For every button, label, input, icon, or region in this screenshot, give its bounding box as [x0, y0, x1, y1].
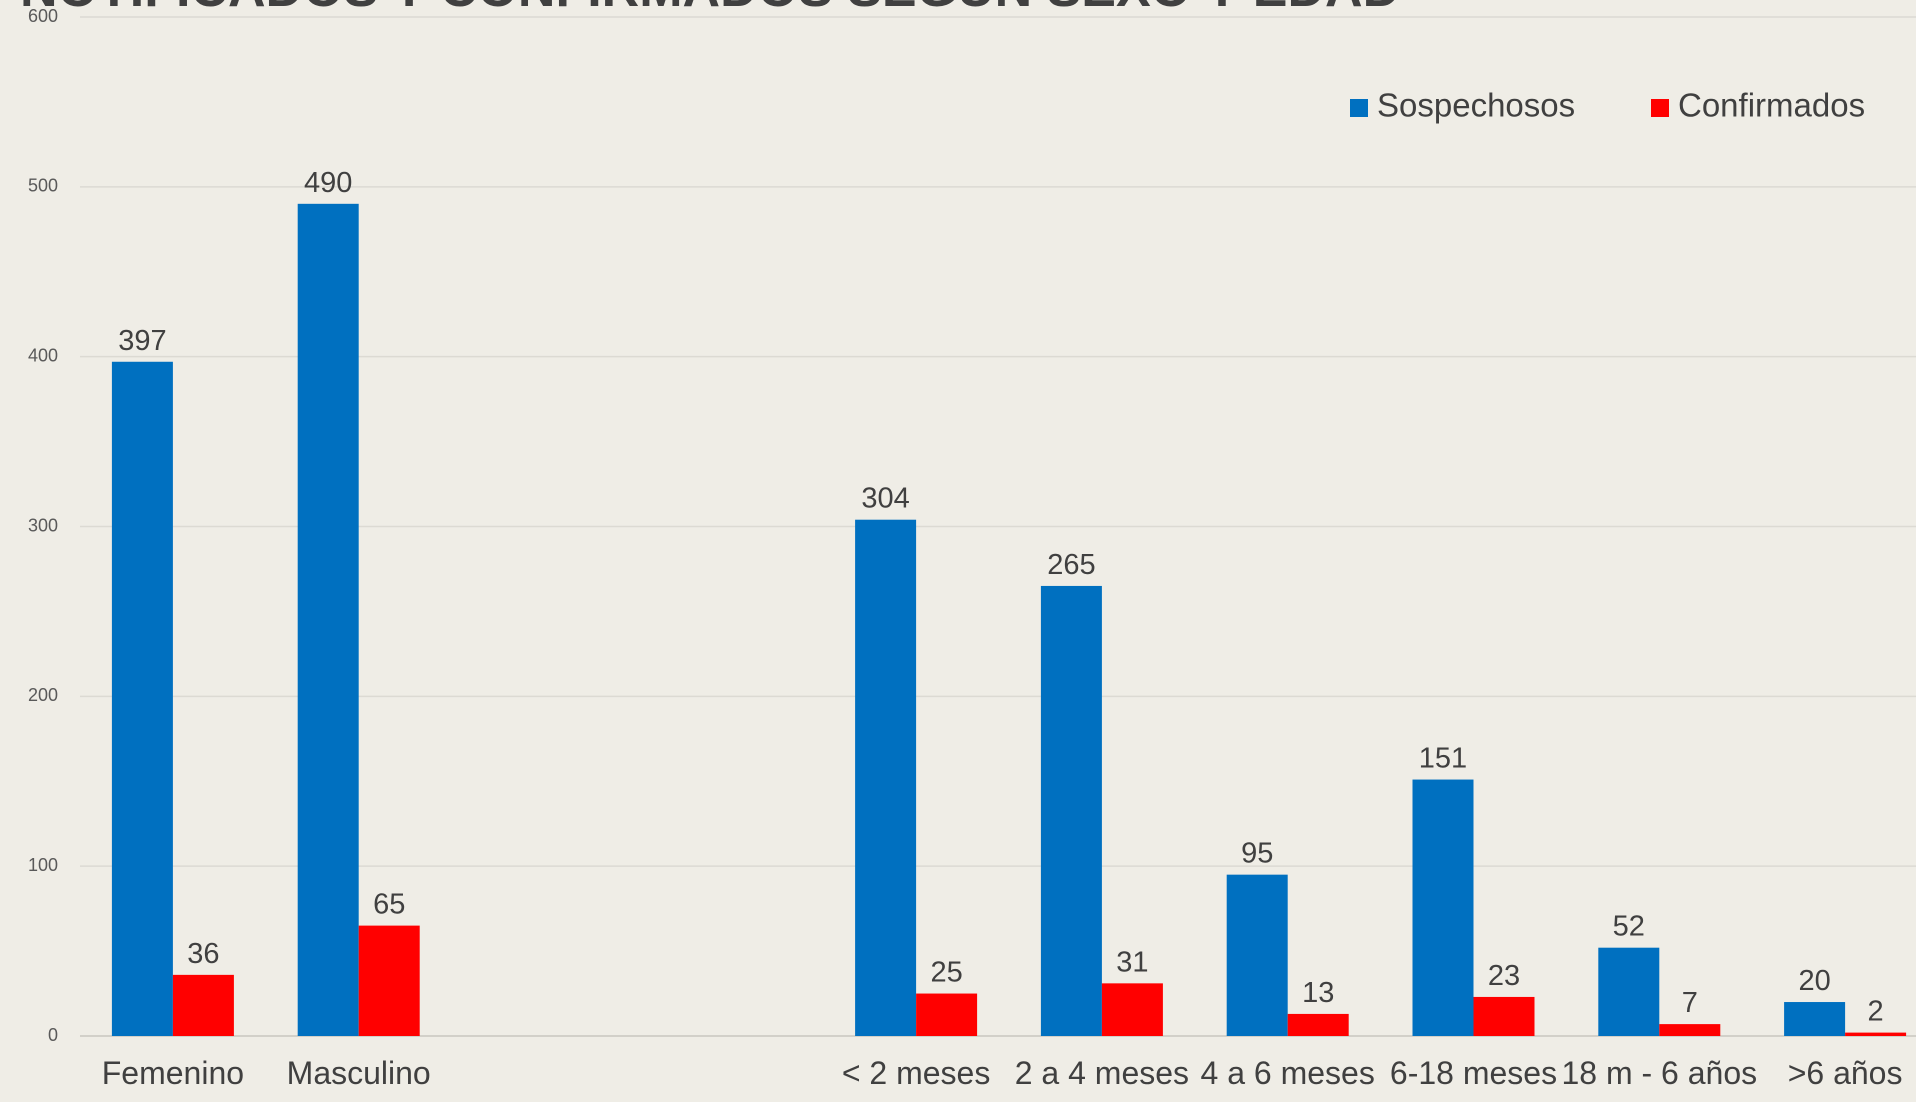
bar: [1598, 947, 1660, 1036]
y-tick-label: 500: [28, 176, 58, 196]
value-label: 23: [1488, 960, 1520, 992]
value-label: 20: [1798, 965, 1830, 997]
value-label: 31: [1116, 946, 1148, 978]
bar: [1287, 1013, 1349, 1036]
y-tick-label: 400: [28, 345, 58, 365]
legend-swatch: [1350, 99, 1368, 117]
bar: [358, 925, 420, 1036]
bar: [111, 361, 173, 1036]
y-tick-label: 200: [28, 685, 58, 705]
x-tick-label: < 2 meses: [842, 1055, 991, 1091]
value-label: 151: [1419, 743, 1467, 775]
bar: [855, 519, 917, 1036]
value-label: 304: [861, 483, 909, 515]
value-label: 52: [1613, 911, 1645, 943]
y-tick-label: 300: [28, 515, 58, 535]
x-tick-label: 18 m - 6 años: [1561, 1055, 1757, 1091]
legend-swatch: [1651, 99, 1669, 117]
bar: [1845, 1032, 1907, 1036]
value-label: 36: [187, 938, 219, 970]
legend-label: Sospechosos: [1377, 87, 1575, 124]
value-label: 13: [1302, 977, 1334, 1009]
x-tick-label: 2 a 4 meses: [1015, 1055, 1189, 1091]
y-tick-label: 0: [48, 1025, 58, 1045]
x-tick-label: Femenino: [102, 1055, 244, 1091]
x-tick-label: 4 a 6 meses: [1201, 1055, 1375, 1091]
bar: [1412, 779, 1474, 1036]
value-label: 2: [1868, 996, 1884, 1028]
bar: [1040, 585, 1102, 1036]
value-label: 490: [304, 167, 352, 199]
y-tick-label: 100: [28, 855, 58, 875]
bar: [1101, 983, 1163, 1036]
value-label: 65: [373, 889, 405, 921]
bar: [172, 974, 234, 1036]
y-tick-label: 600: [28, 6, 58, 26]
x-tick-label: Masculino: [287, 1055, 431, 1091]
value-label: 397: [118, 325, 166, 357]
x-tick-label: 6-18 meses: [1390, 1055, 1557, 1091]
bar: [1659, 1024, 1721, 1036]
bar: [1226, 874, 1288, 1036]
bar: [1784, 1002, 1846, 1036]
legend-label: Confirmados: [1678, 87, 1865, 124]
bar: [297, 203, 359, 1037]
bar: [1473, 996, 1535, 1036]
value-label: 7: [1682, 987, 1698, 1019]
chart-title: NOTIFICADOS Y CONFIRMADOS SEGÚN SEXO Y E…: [20, 0, 1400, 18]
value-label: 95: [1241, 838, 1273, 870]
bar: [916, 993, 978, 1036]
x-tick-label: >6 años: [1788, 1055, 1903, 1091]
value-label: 265: [1047, 549, 1095, 581]
value-label: 25: [930, 957, 962, 989]
